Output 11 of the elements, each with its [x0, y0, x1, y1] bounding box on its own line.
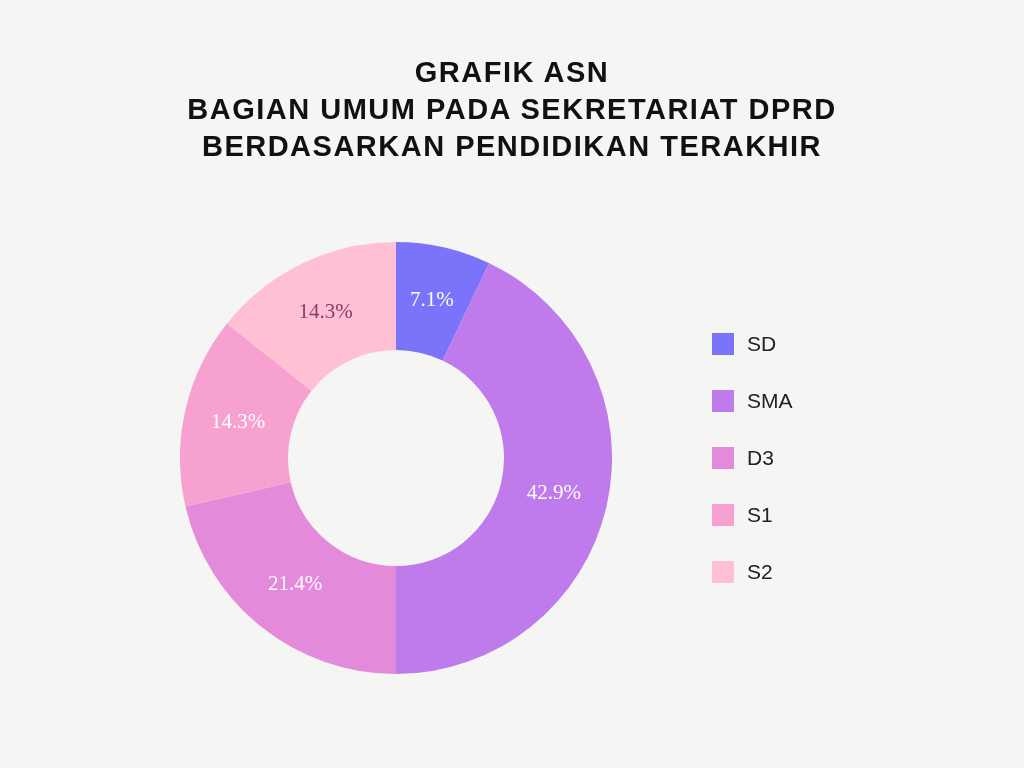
data-label: 14.3% [298, 298, 353, 323]
legend-label: D3 [747, 446, 774, 470]
legend-label: S1 [747, 503, 773, 527]
data-label: 7.1% [409, 286, 454, 311]
chart-title: GRAFIK ASN BAGIAN UMUM PADA SEKRETARIAT DPRD BERDASARKAN PENDIDIKAN TERAKHIR [186, 55, 838, 164]
legend-label: SMA [747, 389, 793, 413]
data-label: 42.9% [526, 480, 582, 505]
data-label: 21.4% [267, 571, 323, 596]
data-label: 14.3% [210, 408, 266, 433]
legend-label: SD [747, 332, 777, 356]
legend-label: S2 [747, 560, 773, 584]
